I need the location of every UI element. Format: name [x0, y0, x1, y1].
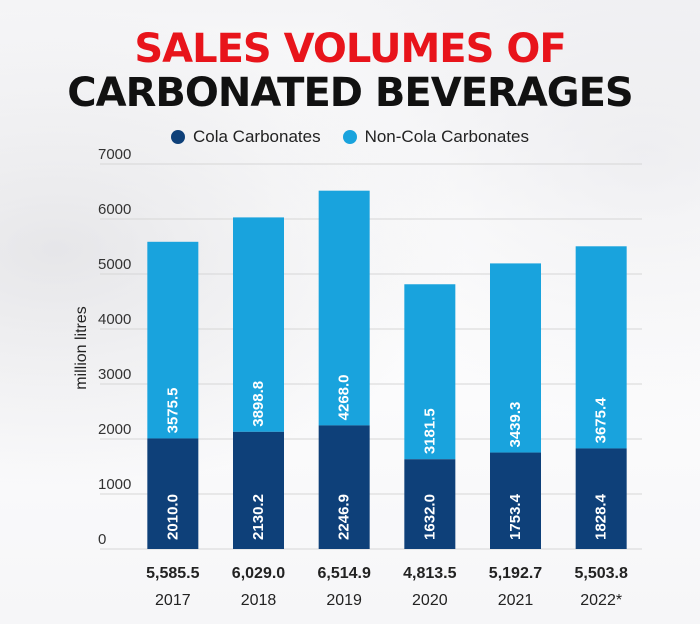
data-label-cola-2020: 1632.0: [421, 494, 438, 540]
bar-cola-2021: [490, 452, 541, 549]
legend-label-cola: Cola Carbonates: [193, 127, 321, 146]
bar-cola-2020: [404, 459, 456, 549]
data-label-cola-2022*: 1828.4: [593, 493, 610, 540]
data-label-non-cola-2019: 4268.0: [336, 374, 353, 420]
total-label-2022*: 5,503.8: [574, 565, 627, 582]
bar-cola-2017: [147, 438, 199, 549]
x-tick-label-2022*: 2022*: [580, 592, 622, 609]
data-label-cola-2018: 2130.2: [250, 494, 267, 540]
legend: Cola Carbonates Non-Cola Carbonates: [0, 127, 700, 147]
legend-label-non-cola: Non-Cola Carbonates: [364, 127, 529, 146]
total-label-2020: 4,813.5: [403, 565, 456, 582]
total-label-2018: 6,029.0: [232, 565, 285, 582]
bar-non-cola-2019: [318, 190, 370, 426]
bar-cola-2018: [233, 431, 284, 549]
legend-item-non-cola: Non-Cola Carbonates: [342, 127, 529, 147]
x-tick-label-2018: 2018: [241, 592, 277, 609]
y-tick-label-5000: 5000: [98, 256, 131, 273]
y-tick-label-2000: 2000: [98, 421, 131, 438]
data-label-cola-2019: 2246.9: [336, 494, 353, 540]
bar-non-cola-2018: [233, 217, 284, 432]
data-label-non-cola-2017: 3575.5: [164, 388, 181, 434]
y-axis-label: million litres: [73, 306, 90, 390]
data-label-cola-2017: 2010.0: [164, 494, 181, 540]
bar-non-cola-2022*: [575, 246, 627, 449]
data-label-non-cola-2022*: 3675.4: [593, 397, 610, 444]
legend-swatch-non-cola: [342, 130, 357, 144]
bar-cola-2022*: [575, 448, 627, 549]
x-tick-label-2017: 2017: [155, 592, 191, 609]
bar-cola-2019: [318, 425, 370, 549]
y-tick-label-4000: 4000: [98, 311, 131, 328]
data-label-non-cola-2021: 3439.3: [507, 402, 524, 448]
y-tick-label-3000: 3000: [98, 366, 131, 383]
bar-non-cola-2017: [147, 241, 199, 439]
bar-non-cola-2020: [404, 284, 456, 460]
total-label-2019: 6,514.9: [317, 565, 370, 582]
total-label-2017: 5,585.5: [146, 565, 199, 582]
data-label-non-cola-2020: 3181.5: [421, 408, 438, 454]
x-tick-label-2020: 2020: [412, 592, 448, 609]
y-tick-label-0: 0: [98, 531, 106, 548]
bar-non-cola-2021: [490, 263, 541, 453]
legend-swatch-cola: [171, 130, 185, 144]
total-label-2021: 5,192.7: [489, 565, 542, 582]
data-label-non-cola-2018: 3898.8: [250, 381, 267, 427]
data-label-cola-2021: 1753.4: [507, 493, 524, 540]
y-tick-label-1000: 1000: [98, 476, 131, 493]
chart-title-line2: CARBONATED BEVERAGES: [67, 70, 634, 116]
y-tick-label-6000: 6000: [98, 201, 131, 218]
legend-item-cola: Cola Carbonates: [171, 127, 321, 147]
y-tick-label-7000: 7000: [98, 146, 131, 163]
x-tick-label-2019: 2019: [326, 592, 362, 609]
chart-title-line1: SALES VOLUMES OF: [134, 26, 566, 72]
x-tick-label-2021: 2021: [498, 592, 534, 609]
